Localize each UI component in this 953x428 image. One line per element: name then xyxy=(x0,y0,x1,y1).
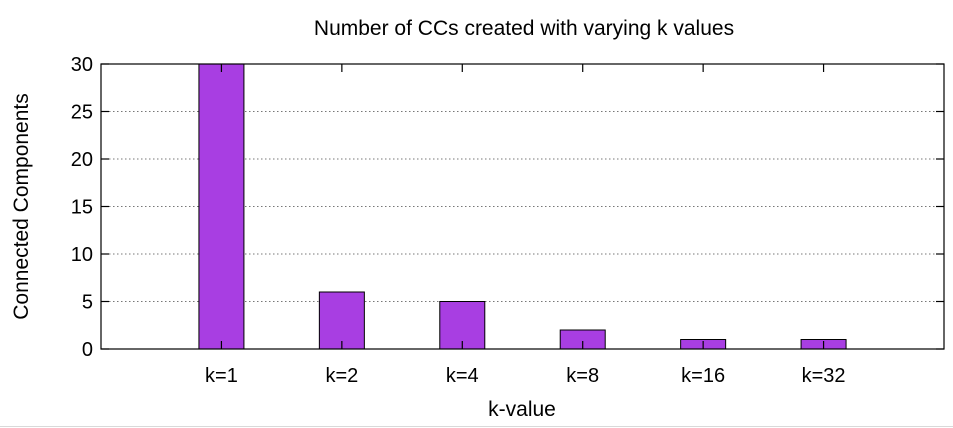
bar xyxy=(318,291,365,350)
x-tick-label: k=2 xyxy=(325,365,358,387)
x-tick-label: k=4 xyxy=(446,365,479,387)
y-tick-label: 20 xyxy=(71,149,93,171)
y-tick-label: 30 xyxy=(71,54,93,76)
y-tick-labels: 0 5 10 15 20 25 30 xyxy=(71,54,93,361)
x-tick-label: k=16 xyxy=(681,365,725,387)
x-tick-label: k=32 xyxy=(802,365,846,387)
y-tick-label: 10 xyxy=(71,244,93,266)
y-tick-label: 25 xyxy=(71,102,93,124)
bottom-divider xyxy=(0,426,953,427)
x-tick-labels: k=1 k=2 k=4 k=8 k=16 k=32 xyxy=(205,365,846,387)
bar xyxy=(198,63,245,350)
x-tick-label: k=8 xyxy=(566,365,599,387)
y-axis-label: Connected Components xyxy=(10,93,33,319)
y-tick-label: 0 xyxy=(82,339,93,361)
y-tick-label: 5 xyxy=(82,292,93,314)
y-tick-label: 15 xyxy=(71,197,93,219)
x-axis-label: k-value xyxy=(488,398,556,421)
tick-marks xyxy=(101,63,944,350)
chart-title: Number of CCs created with varying k val… xyxy=(314,17,734,40)
x-tick-label: k=1 xyxy=(205,365,238,387)
